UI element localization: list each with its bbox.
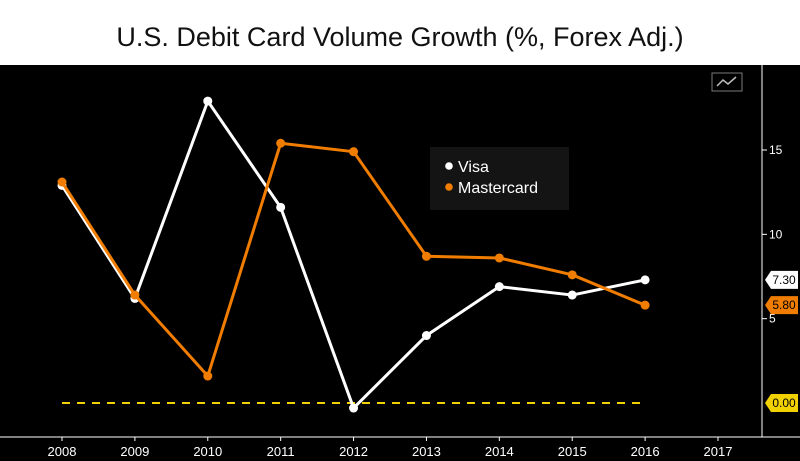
last-value-label: 7.30: [772, 273, 796, 287]
mastercard-data-point: [203, 371, 213, 381]
x-tick-label: 2012: [339, 444, 368, 459]
visa-data-point: [203, 96, 213, 106]
visa-data-point: [276, 202, 286, 212]
mastercard-data-point: [349, 147, 359, 157]
legend-label: Mastercard: [458, 180, 538, 197]
mastercard-data-point: [130, 290, 140, 300]
mastercard-data-point: [421, 251, 431, 261]
mastercard-data-point: [57, 177, 67, 187]
legend-label: Visa: [458, 159, 489, 176]
y-tick-label: 5: [769, 312, 776, 326]
visa-data-point: [421, 331, 431, 341]
legend-marker: [445, 162, 453, 170]
last-value-tag: [765, 270, 798, 289]
chart-type-icon[interactable]: [711, 72, 743, 92]
plot-area: [0, 65, 800, 461]
legend-box: [430, 147, 569, 210]
last-value-label: 5.80: [772, 298, 796, 312]
chart-type-icon-frame: [711, 72, 743, 92]
last-value-label: 0.00: [772, 396, 796, 410]
x-tick-label: 2017: [704, 444, 733, 459]
last-value-tag: [765, 394, 798, 412]
chart-title: U.S. Debit Card Volume Growth (%, Forex …: [116, 22, 684, 52]
x-tick-label: 2009: [120, 444, 149, 459]
x-tick-label: 2014: [485, 444, 514, 459]
mastercard-data-point: [276, 138, 286, 148]
visa-data-point: [494, 282, 504, 292]
y-tick-label: 10: [769, 227, 783, 241]
chart-type-icon-line: [716, 76, 737, 87]
visa-data-point: [349, 403, 359, 413]
x-tick-label: 2016: [631, 444, 660, 459]
mastercard-data-point: [494, 253, 504, 263]
x-tick-label: 2008: [48, 444, 77, 459]
x-tick-label: 2010: [193, 444, 222, 459]
visa-data-point: [567, 290, 577, 300]
mastercard-data-point: [640, 300, 650, 310]
x-tick-label: 2015: [558, 444, 587, 459]
last-value-tag: [765, 296, 798, 315]
legend-marker: [445, 183, 453, 191]
mastercard-data-point: [567, 270, 577, 280]
x-tick-label: 2013: [412, 444, 441, 459]
visa-data-point: [640, 275, 650, 285]
x-tick-label: 2011: [267, 444, 295, 459]
y-tick-label: 15: [769, 143, 783, 157]
